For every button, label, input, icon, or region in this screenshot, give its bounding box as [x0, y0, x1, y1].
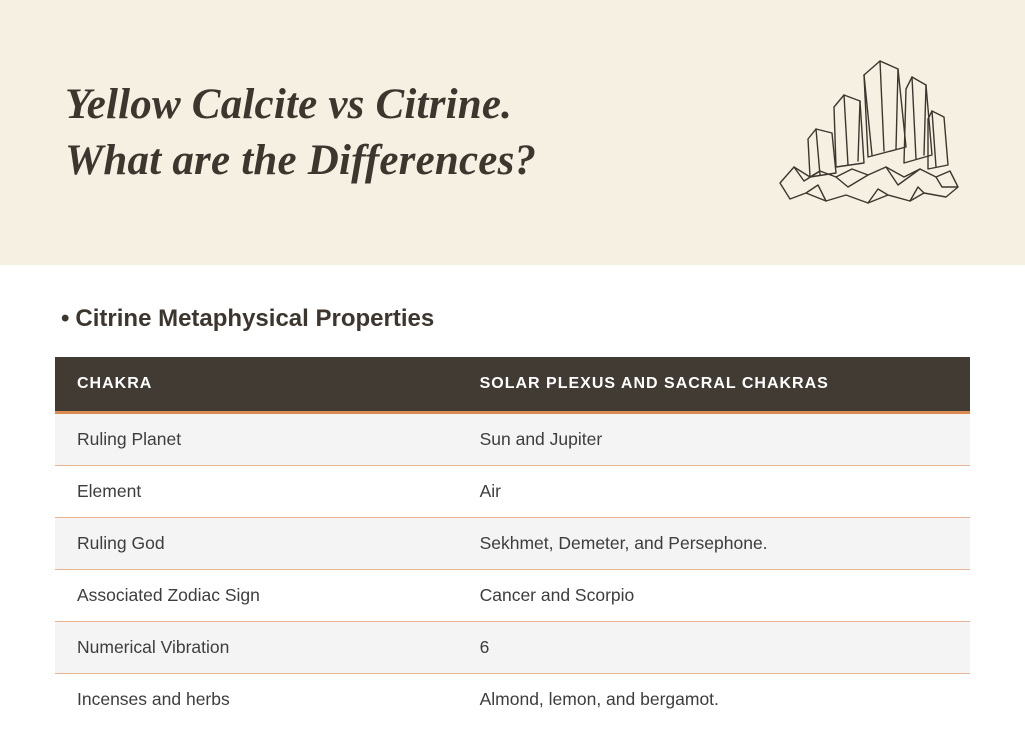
- table-header-row: CHAKRA SOLAR PLEXUS AND SACRAL CHAKRAS: [55, 357, 970, 413]
- row-value: Sekhmet, Demeter, and Persephone.: [458, 518, 970, 570]
- crystal-cluster-icon: [760, 55, 965, 205]
- row-label: Associated Zodiac Sign: [55, 570, 458, 622]
- section-heading: •Citrine Metaphysical Properties: [61, 305, 970, 333]
- row-label: Element: [55, 466, 458, 518]
- properties-table: CHAKRA SOLAR PLEXUS AND SACRAL CHAKRAS R…: [55, 357, 970, 725]
- table-row: Incenses and herbs Almond, lemon, and be…: [55, 674, 970, 726]
- row-value: Cancer and Scorpio: [458, 570, 970, 622]
- row-value: Almond, lemon, and bergamot.: [458, 674, 970, 726]
- bullet-icon: •: [61, 305, 69, 332]
- row-label: Incenses and herbs: [55, 674, 458, 726]
- row-label: Ruling Planet: [55, 413, 458, 466]
- row-value: 6: [458, 622, 970, 674]
- table-row: Numerical Vibration 6: [55, 622, 970, 674]
- column-header-chakra: CHAKRA: [55, 357, 458, 413]
- page-title: Yellow Calcite vs Citrine. What are the …: [65, 77, 536, 187]
- row-label: Ruling God: [55, 518, 458, 570]
- table-row: Element Air: [55, 466, 970, 518]
- title-line-2: What are the Differences?: [65, 137, 536, 184]
- content-area: •Citrine Metaphysical Properties CHAKRA …: [0, 265, 1025, 725]
- section-heading-text: Citrine Metaphysical Properties: [75, 305, 434, 332]
- row-value: Air: [458, 466, 970, 518]
- title-line-1: Yellow Calcite vs Citrine.: [65, 81, 512, 128]
- header-band: Yellow Calcite vs Citrine. What are the …: [0, 0, 1025, 265]
- table-row: Associated Zodiac Sign Cancer and Scorpi…: [55, 570, 970, 622]
- table-row: Ruling Planet Sun and Jupiter: [55, 413, 970, 466]
- row-value: Sun and Jupiter: [458, 413, 970, 466]
- column-header-value: SOLAR PLEXUS AND SACRAL CHAKRAS: [458, 357, 970, 413]
- crystal-illustration: [760, 55, 965, 210]
- row-label: Numerical Vibration: [55, 622, 458, 674]
- table-row: Ruling God Sekhmet, Demeter, and Perseph…: [55, 518, 970, 570]
